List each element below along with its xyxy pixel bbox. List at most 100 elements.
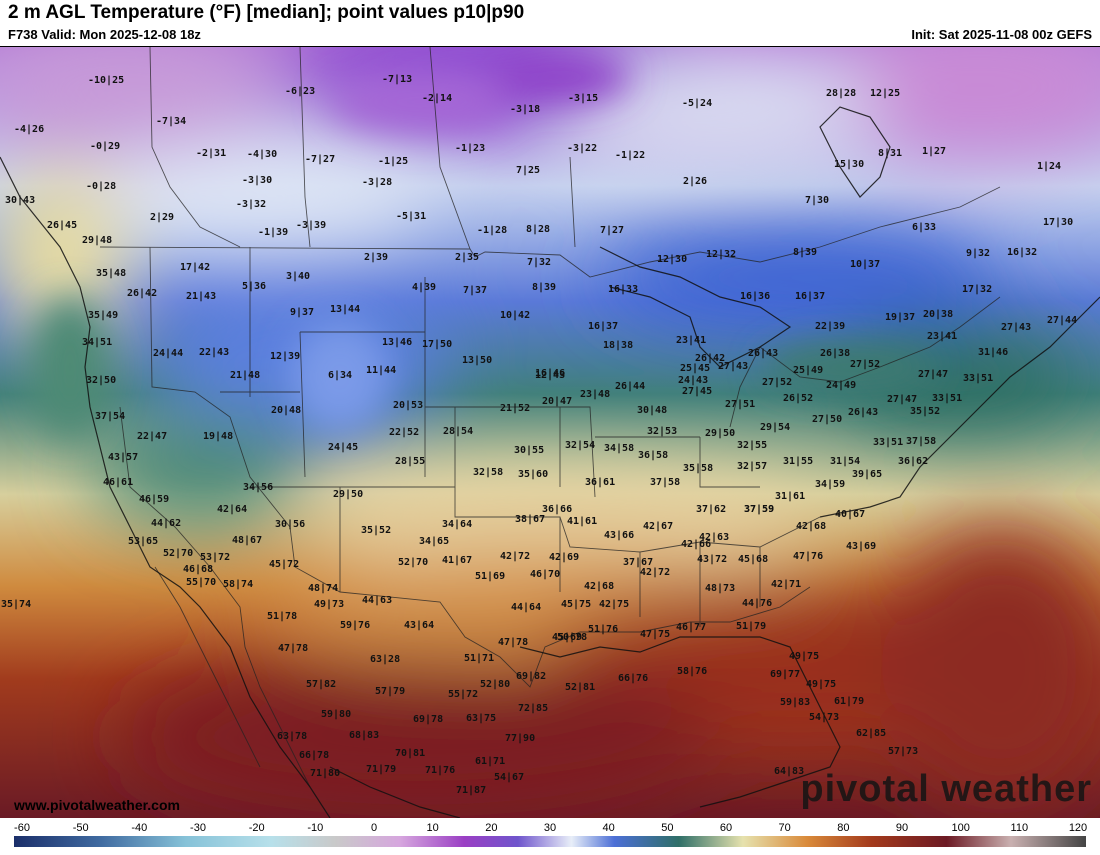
point-value-label: 41|61 [567,516,597,527]
point-value-label: 32|50 [86,375,116,386]
point-value-label: -7|27 [305,154,335,165]
point-value-label: 1|24 [1037,161,1061,172]
point-value-label: 36|61 [585,477,615,488]
point-value-label: 35|60 [518,469,548,480]
point-value-label: 46|70 [530,569,560,580]
point-value-label: 26|43 [748,348,778,359]
point-value-label: -1|28 [477,225,507,236]
point-value-label: 62|85 [856,728,886,739]
point-value-label: 5|36 [242,281,266,292]
point-value-label: 34|58 [604,443,634,454]
point-value-label: 9|32 [966,248,990,259]
point-value-label: 20|47 [542,396,572,407]
colorbar-tick-label: 80 [837,822,849,834]
point-value-label: 54|67 [494,772,524,783]
point-value-label: -2|31 [196,148,226,159]
point-value-label: 48|74 [308,583,338,594]
point-value-label: 20|48 [271,405,301,416]
point-value-label: 15|30 [834,159,864,170]
point-value-label: 30|43 [5,195,35,206]
chart-header: 2 m AGL Temperature (°F) [median]; point… [0,0,1100,47]
point-value-label: 46|68 [183,564,213,575]
point-value-label: 36|62 [898,456,928,467]
point-value-label: -1|22 [615,150,645,161]
point-value-label: 42|72 [500,551,530,562]
point-value-label: 71|87 [456,785,486,796]
point-value-label: 28|54 [443,426,473,437]
point-value-label: 19|48 [203,431,233,442]
point-value-label: 29|50 [333,489,363,500]
point-value-label: 77|90 [505,733,535,744]
point-value-label: 52|80 [480,679,510,690]
point-value-label: 58|74 [223,579,253,590]
point-value-label: 57|73 [888,746,918,757]
point-value-label: 24|49 [826,380,856,391]
colorbar-tick-label: 40 [603,822,615,834]
point-value-label: 72|85 [518,703,548,714]
point-value-label: 42|64 [217,504,247,515]
point-value-label: 29|48 [82,235,112,246]
point-value-label: -4|26 [14,124,44,135]
point-value-label: 3|40 [286,271,310,282]
point-value-label: 27|51 [725,399,755,410]
point-value-label: 45|68 [738,554,768,565]
point-value-label: 12|30 [657,254,687,265]
point-value-label: 34|51 [82,337,112,348]
point-value-label: 52|70 [398,557,428,568]
point-value-label: -7|13 [382,74,412,85]
point-value-label: 30|55 [514,445,544,456]
point-value-label: 42|63 [699,532,729,543]
point-value-label: 37|58 [906,436,936,447]
point-value-label: -1|23 [455,143,485,154]
colorbar-ticks: -60 -50 -40 -30 -20 -10 0 10 20 30 40 50 60 70 80 90 100… [14,822,1087,834]
point-value-label: 51|69 [475,571,505,582]
point-value-label: -4|30 [247,149,277,160]
point-value-label: 47|78 [278,643,308,654]
point-value-label: 23|41 [676,335,706,346]
point-value-label: 55|70 [186,577,216,588]
valid-time-label: F738 Valid: Mon 2025-12-08 18z [8,27,201,42]
point-value-label: 51|78 [267,611,297,622]
point-value-label: 12|43 [535,370,565,381]
point-value-label: 51|76 [588,624,618,635]
point-value-label: 68|83 [349,730,379,741]
point-value-label: 26|42 [695,353,725,364]
point-value-label: 49|75 [789,651,819,662]
colorbar-tick-label: -60 [14,822,30,834]
point-value-label: 48|67 [232,535,262,546]
point-value-label: -3|15 [568,93,598,104]
point-value-label: 31|46 [978,347,1008,358]
point-value-label: 37|59 [744,504,774,515]
point-value-label: 2|29 [150,212,174,223]
point-value-label: 13|44 [330,304,360,315]
point-value-label: 16|32 [1007,247,1037,258]
point-value-label: 8|39 [793,247,817,258]
point-value-label: 44|63 [362,595,392,606]
point-value-label: 49|73 [314,599,344,610]
point-value-label: 23|48 [580,389,610,400]
point-value-label: 45|72 [269,559,299,570]
point-value-label: 2|26 [683,176,707,187]
point-value-label: 31|61 [775,491,805,502]
point-value-label: 6|34 [328,370,352,381]
point-value-label: 27|47 [918,369,948,380]
point-value-label: 12|39 [270,351,300,362]
point-value-label: 24|45 [328,442,358,453]
point-value-label: 37|67 [623,557,653,568]
point-value-label: 63|78 [277,731,307,742]
point-value-label: 58|76 [677,666,707,677]
colorbar-tick-label: -10 [307,822,323,834]
point-value-label: 63|28 [370,654,400,665]
point-value-label: 4|39 [412,282,436,293]
point-value-label: 43|66 [604,530,634,541]
point-value-label: 7|37 [463,285,487,296]
colorbar-gradient [14,836,1086,847]
point-value-label: 44|76 [742,598,772,609]
point-value-label: 17|32 [962,284,992,295]
point-value-label: 27|45 [682,386,712,397]
point-value-label: 41|67 [442,555,472,566]
colorbar-tick-label: 110 [1011,822,1029,834]
point-value-label: 42|72 [640,567,670,578]
point-value-label: 71|80 [310,768,340,779]
point-value-label: 36|66 [542,504,572,515]
